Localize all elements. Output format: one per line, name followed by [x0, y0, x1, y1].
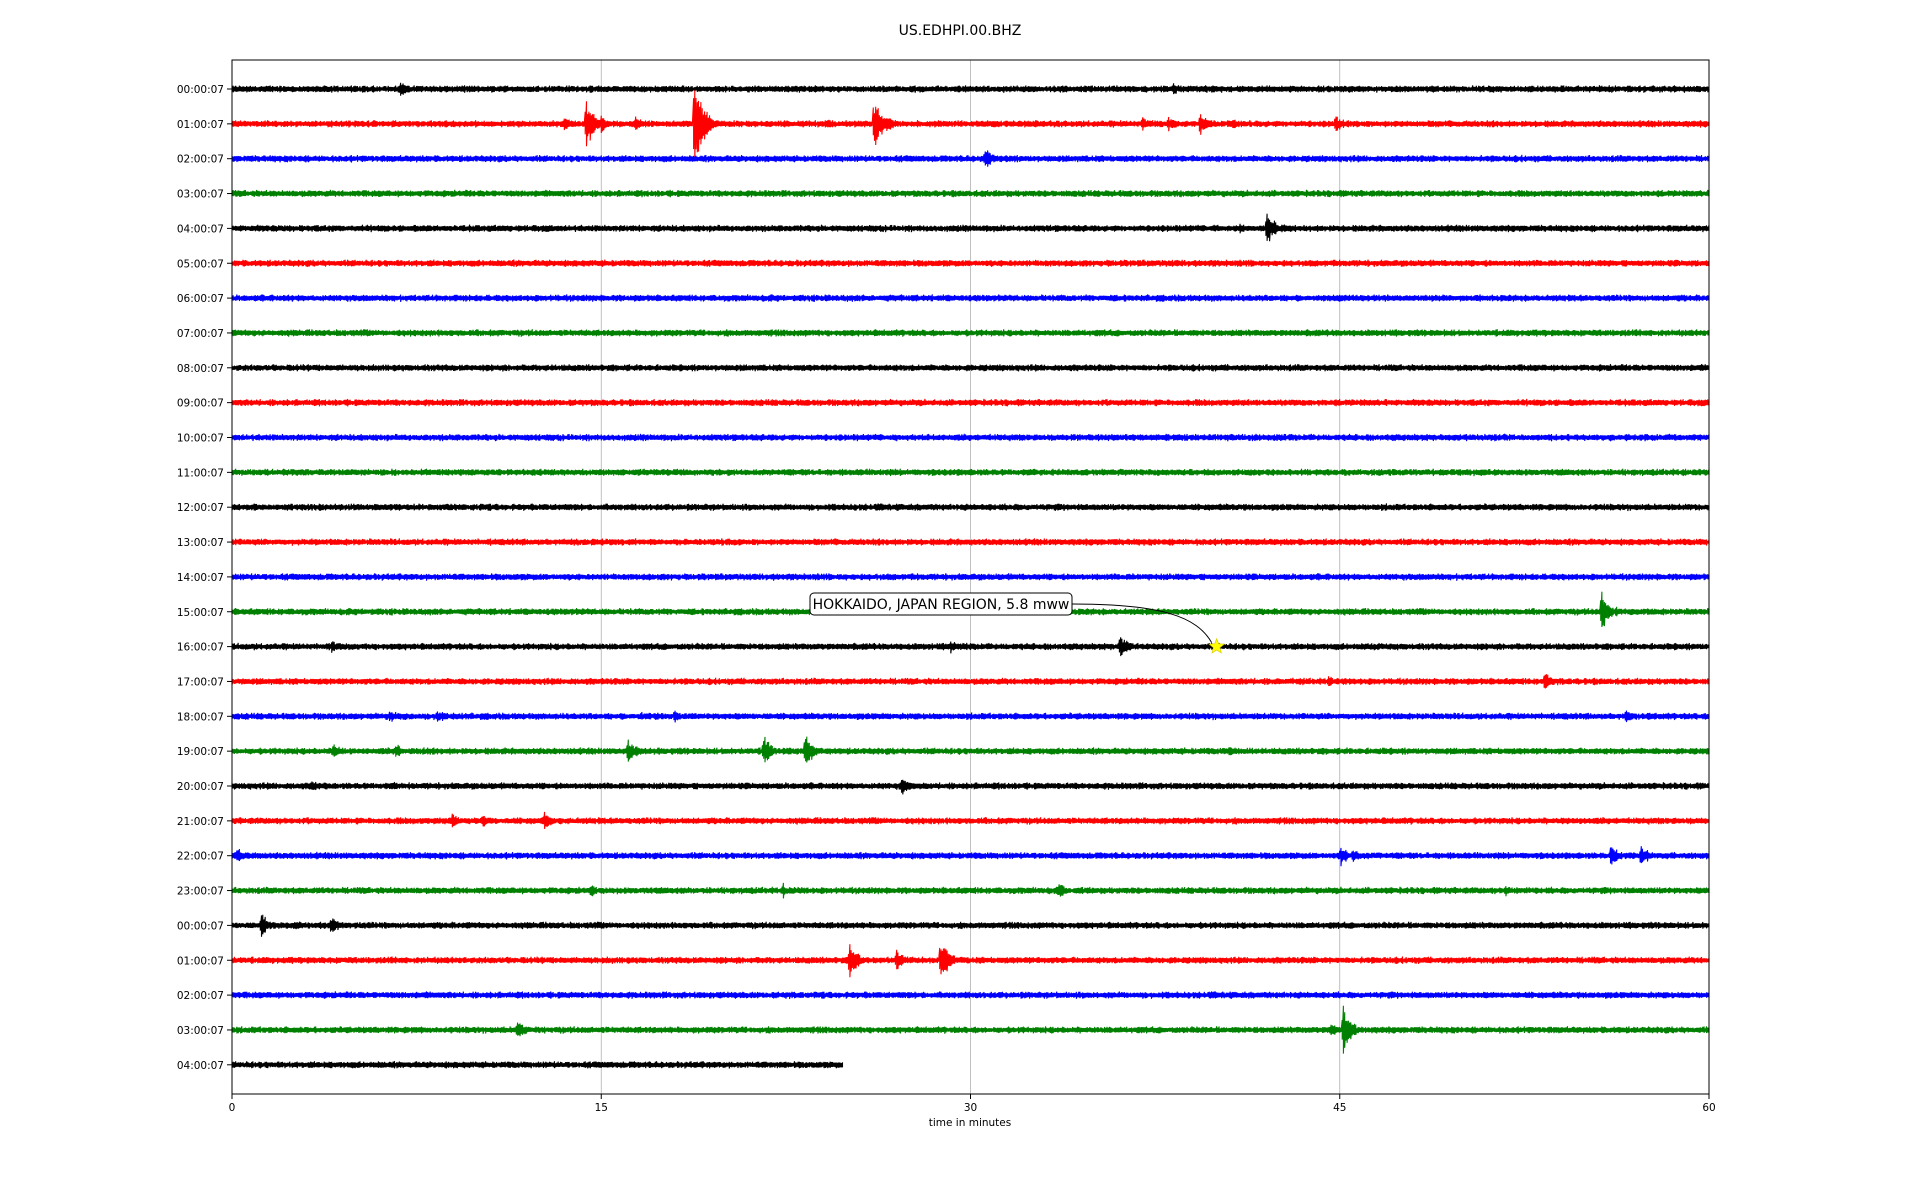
trace-row: [231, 259, 1710, 268]
trace-row: [231, 1060, 844, 1069]
trace-row: [231, 944, 1710, 978]
trace-row: [231, 674, 1710, 689]
x-axis-label: time in minutes: [929, 1117, 1011, 1129]
trace-row: [231, 637, 1710, 657]
trace-rows: [231, 82, 1710, 1069]
row-time-label: 15:00:07: [177, 607, 224, 619]
row-time-label: 22:00:07: [177, 851, 224, 863]
row-time-label: 21:00:07: [177, 816, 224, 828]
row-time-label: 16:00:07: [177, 642, 224, 654]
trace-row: [231, 363, 1710, 372]
event-annotations: HOKKAIDO, JAPAN REGION, 5.8 mww: [809, 592, 1226, 654]
trace-row: [231, 882, 1710, 899]
trace-row: [231, 213, 1710, 242]
row-time-label: 00:00:07: [177, 920, 224, 932]
x-tick-label: 15: [595, 1102, 608, 1114]
row-time-label: 01:00:07: [177, 119, 224, 131]
trace-row: [231, 1005, 1710, 1054]
annotation-text: HOKKAIDO, JAPAN REGION, 5.8 mww: [813, 597, 1070, 613]
trace-row: [231, 398, 1710, 407]
x-axis: 0 15 30 45 60: [229, 1094, 1716, 1114]
row-time-label: 11:00:07: [177, 467, 224, 479]
row-time-label: 12:00:07: [177, 502, 224, 514]
trace-row: [231, 538, 1710, 546]
row-time-label: 09:00:07: [177, 398, 224, 410]
trace-row: [231, 90, 1710, 161]
trace-row: [231, 991, 1710, 1000]
event-star-marker: [1208, 637, 1226, 654]
trace-row: [231, 294, 1710, 303]
row-time-label: 08:00:07: [177, 363, 224, 375]
row-time-label: 17:00:07: [177, 676, 224, 688]
trace-row: [231, 329, 1710, 337]
trace-row: [231, 150, 1710, 167]
row-time-label: 03:00:07: [177, 189, 224, 201]
row-time-label: 13:00:07: [177, 537, 224, 549]
plot-frame: [231, 59, 1710, 1095]
row-time-label: 03:00:07: [177, 1025, 224, 1037]
row-time-label: 05:00:07: [177, 258, 224, 270]
row-time-label: 23:00:07: [177, 886, 224, 898]
row-time-label: 14:00:07: [177, 572, 224, 584]
annotation-box: [809, 592, 1073, 616]
row-time-label: 10:00:07: [177, 433, 224, 445]
row-time-label: 04:00:07: [177, 1060, 224, 1072]
x-tick-label: 60: [1702, 1102, 1715, 1114]
row-time-label: 07:00:07: [177, 328, 224, 340]
trace-row: [231, 710, 1710, 723]
row-time-label: 02:00:07: [177, 154, 224, 166]
trace-row: [231, 573, 1710, 581]
x-tick-label: 0: [229, 1102, 236, 1114]
trace-row: [231, 779, 1710, 795]
row-time-label: 06:00:07: [177, 293, 224, 305]
row-time-labels: 00:00:07 01:00:07 02:00:07 03:00:07 04:00:07…: [177, 84, 232, 1072]
row-time-label: 00:00:07: [177, 84, 224, 96]
row-time-label: 20:00:07: [177, 781, 224, 793]
trace-row: [231, 736, 1710, 763]
trace-row: [231, 189, 1710, 198]
trace-row: [231, 82, 1710, 96]
annotation-connector: [1071, 603, 1213, 643]
chart-title: US.EDHPI.00.BHZ: [899, 23, 1022, 39]
trace-row: [231, 433, 1710, 442]
row-time-label: 18:00:07: [177, 711, 224, 723]
row-time-label: 19:00:07: [177, 746, 224, 758]
x-tick-label: 45: [1333, 1102, 1346, 1114]
row-time-label: 04:00:07: [177, 223, 224, 235]
trace-row: [231, 468, 1710, 477]
trace-row: [231, 846, 1710, 867]
trace-row: [231, 811, 1710, 829]
x-tick-label: 30: [964, 1102, 977, 1114]
trace-row: [231, 914, 1710, 937]
trace-row: [231, 503, 1710, 512]
row-time-label: 01:00:07: [177, 955, 224, 967]
row-time-label: 02:00:07: [177, 990, 224, 1002]
